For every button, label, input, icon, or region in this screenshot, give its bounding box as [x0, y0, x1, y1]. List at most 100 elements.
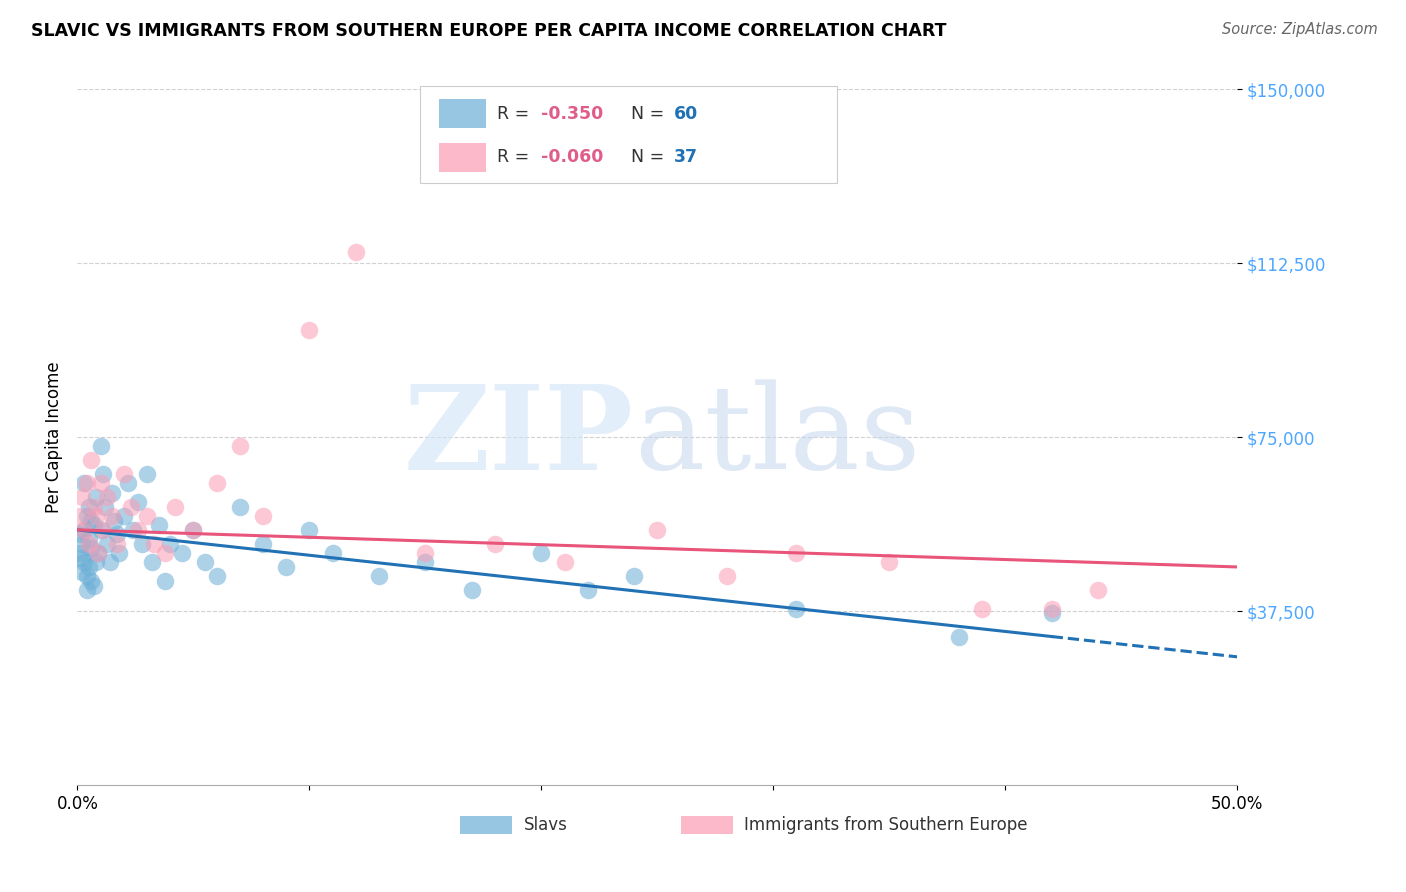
Point [77, 537, 100, 551]
Point [70, 537, 93, 551]
Point [69, 527, 91, 541]
FancyBboxPatch shape [419, 86, 837, 183]
Point [461, 583, 484, 598]
Point [368, 569, 391, 583]
Point [155, 574, 177, 588]
Point [103, 514, 125, 528]
Point [948, 630, 970, 644]
Text: -0.350: -0.350 [541, 104, 603, 122]
Point [91, 467, 114, 482]
Point [554, 555, 576, 569]
Y-axis label: Per Capita Income: Per Capita Income [45, 361, 63, 513]
Point [127, 523, 149, 537]
Point [83, 500, 105, 514]
Point [83, 518, 105, 533]
Point [69, 508, 91, 523]
Point [155, 546, 177, 560]
Point [274, 560, 298, 574]
Point [484, 537, 506, 551]
Point [623, 569, 645, 583]
Point [101, 508, 124, 523]
Point [87, 546, 110, 560]
Bar [460, 816, 512, 834]
Point [73, 476, 96, 491]
Point [148, 518, 170, 533]
Point [194, 555, 217, 569]
Text: ZIP: ZIP [404, 380, 634, 494]
Point [84, 508, 107, 523]
Point [647, 523, 669, 537]
Text: SLAVIC VS IMMIGRANTS FROM SOUTHERN EUROPE PER CAPITA INCOME CORRELATION CHART: SLAVIC VS IMMIGRANTS FROM SOUTHERN EUROP… [31, 22, 946, 40]
Point [1040, 607, 1063, 621]
Point [252, 537, 274, 551]
Point [131, 537, 153, 551]
Point [141, 555, 163, 569]
Point [142, 537, 165, 551]
Point [1040, 601, 1063, 615]
Point [80, 453, 103, 467]
Point [413, 546, 436, 560]
Point [120, 500, 142, 514]
Point [73, 523, 96, 537]
Point [77, 532, 100, 546]
Point [170, 546, 193, 560]
Point [101, 485, 124, 500]
Point [76, 583, 98, 598]
Point [91, 523, 114, 537]
Point [70, 491, 93, 505]
Text: Source: ZipAtlas.com: Source: ZipAtlas.com [1222, 22, 1378, 37]
Bar [439, 143, 485, 171]
Point [76, 508, 98, 523]
Text: Slavs: Slavs [524, 816, 568, 834]
Point [785, 601, 807, 615]
Bar [439, 99, 485, 128]
Point [127, 495, 149, 509]
Point [83, 578, 105, 592]
Text: R =: R = [498, 148, 534, 166]
Text: N =: N = [631, 104, 669, 122]
Point [344, 244, 367, 259]
Point [785, 546, 807, 560]
Point [90, 476, 111, 491]
Text: -0.060: -0.060 [541, 148, 603, 166]
Point [76, 569, 98, 583]
Point [84, 491, 107, 505]
Bar [681, 816, 733, 834]
Point [877, 555, 901, 569]
Point [108, 546, 131, 560]
Point [228, 500, 252, 514]
Point [105, 537, 128, 551]
Point [105, 527, 128, 541]
Point [413, 555, 436, 569]
Point [530, 546, 553, 560]
Point [228, 439, 252, 453]
Point [159, 537, 181, 551]
Point [117, 476, 139, 491]
Point [77, 500, 100, 514]
Point [80, 541, 103, 556]
Point [576, 583, 599, 598]
Point [76, 476, 98, 491]
Point [716, 569, 738, 583]
Point [112, 508, 135, 523]
Text: 60: 60 [673, 104, 697, 122]
Point [98, 555, 121, 569]
Point [321, 546, 344, 560]
Point [90, 523, 111, 537]
Point [90, 439, 111, 453]
Text: 37: 37 [673, 148, 697, 166]
Point [205, 476, 228, 491]
Point [972, 601, 994, 615]
Point [73, 523, 96, 537]
Point [73, 555, 96, 569]
Point [135, 467, 157, 482]
Point [96, 537, 118, 551]
Point [80, 514, 103, 528]
Point [96, 491, 118, 505]
Point [298, 323, 321, 337]
Point [122, 523, 145, 537]
Point [70, 550, 93, 565]
Point [135, 508, 157, 523]
Point [94, 500, 117, 514]
Point [77, 560, 100, 574]
